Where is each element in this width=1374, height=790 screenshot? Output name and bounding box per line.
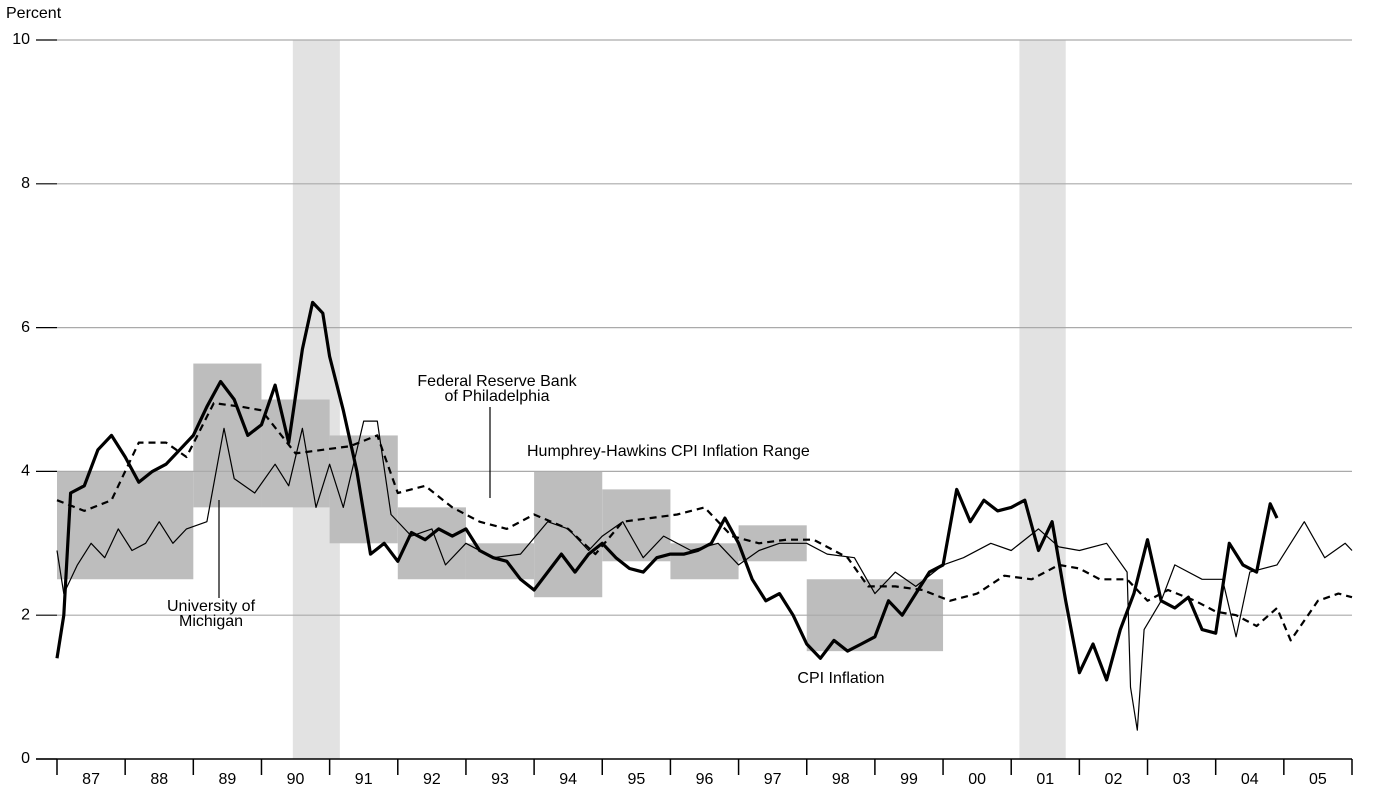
- y-tick-label: 8: [21, 175, 30, 192]
- series-label: CPI Inflation: [797, 670, 884, 687]
- series-line: [56, 402, 1353, 642]
- range-box: [602, 489, 671, 562]
- x-tick-label: 95: [627, 771, 645, 788]
- series-label: Michigan: [179, 613, 243, 630]
- range-box: [397, 507, 466, 580]
- series-line: [56, 420, 1353, 731]
- y-tick-label: 2: [21, 606, 30, 623]
- range-box: [670, 543, 739, 580]
- range-box: [193, 363, 262, 508]
- y-tick-label: 0: [21, 750, 30, 767]
- x-tick-label: 89: [218, 771, 236, 788]
- x-tick-label: 97: [764, 771, 782, 788]
- series-label: University of: [167, 598, 256, 615]
- series-label: Federal Reserve Bank: [417, 373, 577, 390]
- x-tick-label: 90: [287, 771, 305, 788]
- y-axis-label: Percent: [6, 5, 62, 22]
- series-line: [55, 300, 1279, 682]
- x-tick-label: 98: [832, 771, 850, 788]
- x-tick-label: 93: [491, 771, 509, 788]
- x-tick-label: 94: [559, 771, 577, 788]
- y-tick-label: 4: [21, 463, 30, 480]
- series-label: of Philadelphia: [445, 388, 550, 405]
- x-tick-label: 05: [1309, 771, 1327, 788]
- x-tick-label: 91: [355, 771, 373, 788]
- y-tick-label: 6: [21, 319, 30, 336]
- x-tick-label: 04: [1241, 771, 1259, 788]
- x-tick-label: 92: [423, 771, 441, 788]
- range-box: [57, 471, 194, 580]
- range-label: Humphrey-Hawkins CPI Inflation Range: [527, 443, 810, 460]
- x-tick-label: 00: [968, 771, 986, 788]
- x-tick-label: 87: [82, 771, 100, 788]
- range-box: [329, 435, 398, 544]
- x-tick-label: 99: [900, 771, 918, 788]
- x-tick-label: 03: [1173, 771, 1191, 788]
- x-tick-label: 88: [150, 771, 168, 788]
- y-tick-label: 10: [12, 31, 30, 48]
- x-tick-label: 02: [1105, 771, 1123, 788]
- x-tick-label: 96: [696, 771, 714, 788]
- x-tick-label: 01: [1036, 771, 1054, 788]
- recession-band: [1019, 40, 1066, 759]
